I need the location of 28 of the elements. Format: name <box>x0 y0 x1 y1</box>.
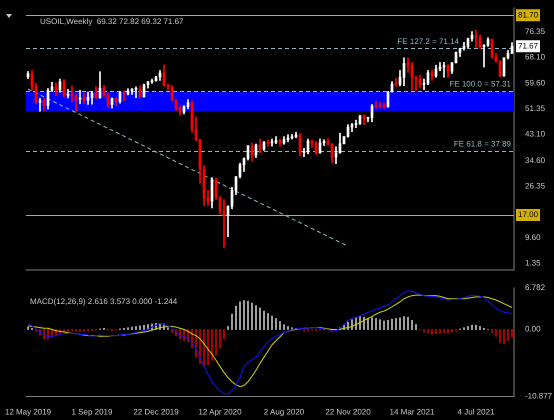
x-tick-label: 22 Nov 2020 <box>325 407 372 416</box>
ref-line-label: FE 100.0 = 57.31 <box>449 80 512 89</box>
x-tick-label: 14 Mar 2021 <box>390 407 436 416</box>
y-tick-label: 68.10 <box>525 52 546 62</box>
y-tick-label: 76.35 <box>525 26 546 36</box>
x-tick-label: 12 Apr 2020 <box>198 407 242 416</box>
y-tick-label: 0.00 <box>525 324 542 334</box>
ref-line-label: 81.70 <box>518 10 539 20</box>
y-tick-label: 9.60 <box>525 233 542 242</box>
y-tick-label: 51.35 <box>525 104 546 114</box>
annotation: 71.67 <box>518 41 539 50</box>
x-tick-label: 2 Aug 2020 <box>264 407 305 416</box>
ref-line-label: 17.00 <box>518 210 539 220</box>
y-tick-label: 43.10 <box>525 130 546 139</box>
y-tick-label: 6.782 <box>525 283 546 292</box>
text: MACD(12,26,9) 2.616 3.573 0.000 -1.244 <box>30 297 178 306</box>
x-tick-label: 12 May 2019 <box>4 407 52 416</box>
x-tick-label: 22 Dec 2019 <box>133 407 180 416</box>
text: USOIL,Weekly 69.32 72.82 69.32 71.67 <box>40 17 184 26</box>
x-tick-label: 4 Jul 2021 <box>458 407 496 416</box>
y-tick-label: -10.877 <box>525 392 553 401</box>
x-tick-label: 1 Sep 2019 <box>72 407 114 416</box>
y-tick-label: 26.35 <box>525 181 546 190</box>
ref-line-label: FE 61.8 = 37.89 <box>454 140 512 149</box>
y-tick-label: 59.60 <box>525 78 546 88</box>
y-tick-label: 1.35 <box>525 258 542 268</box>
y-tick-label: 34.60 <box>525 156 546 165</box>
ref-line-label: FE 127.2 = 71.14 <box>397 37 460 46</box>
